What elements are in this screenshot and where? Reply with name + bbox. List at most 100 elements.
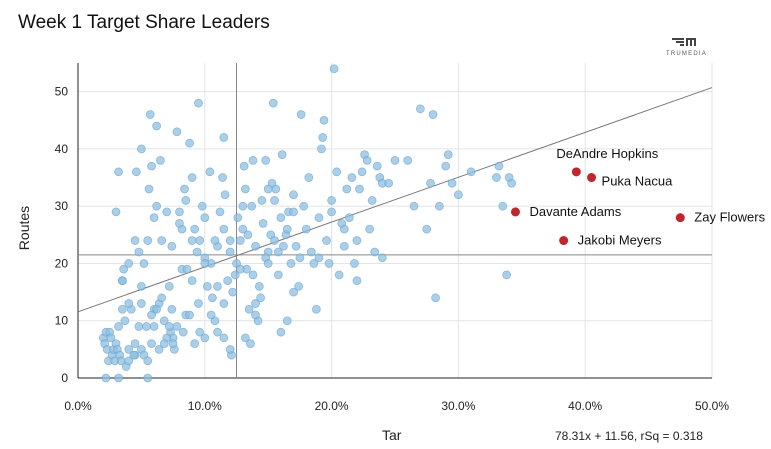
data-point — [240, 184, 250, 194]
x-tick-label: 0.0% — [64, 399, 92, 413]
data-point — [268, 98, 278, 108]
trumedia-logo-icon — [672, 38, 696, 46]
data-point — [247, 201, 257, 211]
data-point — [324, 259, 334, 268]
highlight-point — [559, 236, 569, 246]
data-point — [256, 293, 265, 303]
player-label: Jakobi Meyers — [578, 233, 662, 248]
data-point — [143, 356, 153, 366]
data-point — [124, 356, 134, 366]
data-point — [507, 178, 517, 188]
data-point — [301, 224, 311, 234]
data-point — [306, 247, 316, 257]
data-point — [273, 247, 283, 257]
data-point — [347, 173, 357, 182]
data-point — [147, 310, 156, 320]
data-point — [342, 184, 352, 194]
data-point — [309, 259, 319, 268]
data-point — [334, 270, 344, 280]
data-point — [134, 247, 144, 257]
data-point — [498, 201, 508, 211]
data-point — [220, 190, 230, 200]
player-label: Zay Flowers — [694, 210, 765, 225]
data-point — [181, 196, 191, 205]
data-point — [246, 339, 255, 349]
data-point — [111, 207, 121, 217]
data-point — [152, 304, 162, 314]
data-point — [130, 339, 140, 349]
data-point — [114, 373, 123, 383]
data-point — [225, 247, 235, 257]
data-point — [370, 247, 380, 257]
data-point — [168, 339, 178, 349]
data-point — [129, 350, 139, 360]
data-point — [261, 155, 271, 165]
data-point — [377, 253, 387, 263]
data-point — [197, 201, 207, 211]
data-point — [145, 110, 155, 119]
data-point — [225, 344, 235, 354]
data-point — [257, 196, 267, 205]
data-point — [289, 287, 298, 297]
data-point — [291, 241, 301, 251]
data-point — [200, 333, 210, 343]
data-point — [296, 110, 306, 119]
highlight-point — [587, 173, 597, 183]
player-label: DeAndre Hopkins — [556, 146, 658, 161]
data-point — [494, 161, 504, 171]
data-point — [282, 316, 292, 326]
y-tick-label: 20 — [55, 256, 69, 270]
data-point — [119, 264, 129, 274]
data-point — [372, 161, 382, 171]
data-point — [327, 207, 337, 217]
highlighted-points: DeAndre Hopkins Puka Nacua Davante Adams Za… — [510, 146, 766, 248]
data-point — [422, 224, 432, 234]
data-point — [114, 322, 123, 331]
data-point — [178, 327, 188, 337]
y-tick-label: 30 — [55, 199, 69, 213]
data-point — [187, 236, 197, 245]
data-point — [185, 310, 194, 320]
data-point — [384, 178, 394, 188]
data-point — [273, 270, 283, 280]
data-point — [167, 304, 177, 314]
y-tick-label: 50 — [55, 85, 69, 99]
data-point — [164, 322, 174, 331]
logo-text: TRUMEDIA — [666, 51, 707, 57]
data-point — [443, 150, 453, 160]
data-point — [362, 155, 372, 165]
data-point — [447, 178, 457, 188]
data-point — [403, 155, 413, 165]
tick-labels: 0.0% 10.0% 20.0% 30.0% 40.0% 50.0% 0 10 20 30 40 50 — [55, 85, 730, 413]
data-point — [175, 207, 184, 217]
data-point — [367, 196, 377, 205]
data-point — [235, 236, 245, 245]
data-point — [120, 316, 130, 326]
data-point — [157, 293, 167, 303]
player-label: Puka Nacua — [602, 174, 674, 189]
data-point — [106, 333, 116, 343]
data-point — [114, 167, 123, 177]
data-point — [131, 167, 141, 177]
data-point — [194, 299, 203, 308]
data-point — [159, 339, 169, 349]
data-point — [187, 276, 197, 286]
x-tick-label: 50.0% — [695, 399, 729, 413]
data-point — [329, 64, 339, 74]
data-point — [124, 299, 134, 308]
data-point — [124, 259, 134, 268]
data-point — [434, 201, 444, 211]
grid — [78, 63, 713, 378]
data-points — [98, 64, 517, 383]
data-point — [117, 304, 127, 314]
data-point — [276, 213, 286, 223]
data-point — [172, 322, 182, 331]
chart-title: Week 1 Target Share Leaders — [18, 12, 270, 33]
data-point — [441, 161, 451, 171]
data-point — [172, 127, 182, 137]
data-point — [243, 230, 253, 240]
data-point — [195, 236, 205, 245]
data-point — [282, 224, 292, 234]
data-point — [205, 167, 215, 177]
